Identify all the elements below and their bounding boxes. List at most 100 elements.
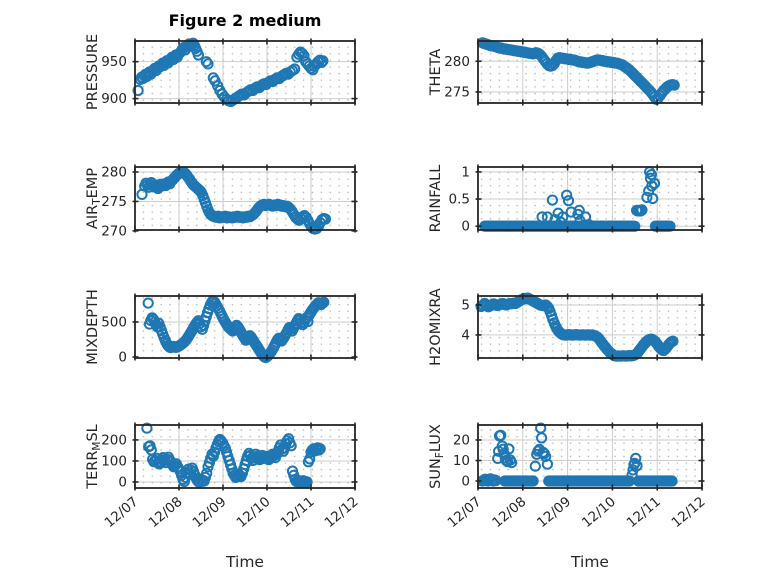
data-point: [527, 475, 539, 487]
y-axis-label-h2omixra: H2OMIXRA: [428, 288, 444, 366]
data-point: [648, 177, 661, 189]
scatter-series-air-temp: [136, 166, 332, 235]
data-point: [285, 440, 297, 452]
tick-marks: [475, 164, 705, 233]
y-axis-label-mixdepth: MIXDEPTH: [85, 289, 101, 365]
data-point: [630, 452, 642, 464]
y-tick-label: 275: [101, 194, 127, 210]
tick-marks: [132, 164, 358, 233]
y-tick-label: 0: [118, 474, 127, 490]
tick-marks: [475, 38, 705, 106]
tick-marks: [132, 38, 358, 106]
tick-marks: [475, 422, 705, 491]
axes-box: [477, 424, 703, 489]
y-tick-label: 200: [101, 432, 127, 448]
subplot-h2omixra: 4 5 H2OMIXRA: [428, 288, 705, 366]
subplot-sun-flux: 0 10 20 SUNFLUX 12/07 12/08 12/09 12/10 12/11 12/…: [428, 422, 709, 531]
data-point: [532, 445, 544, 457]
y-tick-label: 280: [444, 54, 470, 70]
data-point: [132, 84, 144, 97]
data-point: [646, 180, 658, 192]
data-point: [541, 458, 554, 470]
scatter-series-sun-flux: [476, 422, 678, 487]
y-axis-label-rainfall: RAINFALL: [428, 165, 444, 233]
y-tick-label: 0: [118, 350, 127, 366]
data-point: [641, 191, 653, 203]
y-tick-label: 275: [444, 84, 470, 100]
subplot-rainfall: 0 0.5 1 RAINFALL: [428, 164, 705, 235]
axes-box: [477, 40, 703, 104]
data-point: [202, 58, 214, 70]
axes-box: [477, 295, 703, 359]
x-tick-label: 12/07: [101, 494, 141, 531]
y-tick-label: 500: [101, 314, 127, 330]
scatter-series-terr-msl: [141, 422, 326, 488]
data-point: [314, 443, 326, 455]
y-tick-label: 0.5: [449, 192, 470, 208]
data-point: [631, 460, 643, 472]
axes-box: [134, 166, 356, 231]
data-point: [495, 429, 507, 441]
data-point: [561, 189, 573, 201]
y-axis-label-theta: THETA: [428, 49, 444, 97]
data-point: [562, 195, 575, 207]
data-point: [318, 296, 330, 308]
x-tick-label: 12/12: [668, 494, 708, 531]
x-tick-label: 12/11: [277, 494, 317, 531]
y-tick-label: 1: [461, 164, 470, 180]
x-tick-label: 12/11: [624, 494, 664, 531]
data-point: [529, 460, 541, 472]
data-point: [192, 49, 204, 61]
y-tick-label: 950: [101, 54, 127, 70]
data-point: [313, 444, 325, 456]
x-tick-label: 12/10: [579, 494, 619, 531]
data-point: [636, 204, 648, 216]
tick-marks: [132, 422, 358, 491]
data-point: [301, 476, 313, 488]
x-tick-label: 12/09: [534, 494, 574, 531]
data-point: [668, 79, 680, 91]
y-axis-label-terr-msl: TERRMSL: [85, 424, 103, 490]
y-tick-label: 100: [101, 453, 127, 469]
y-axis-label-air-temp: AIRTEMP: [85, 168, 103, 229]
scatter-series-mixdepth: [142, 295, 330, 364]
data-point: [315, 299, 327, 311]
y-tick-label: 0: [461, 219, 470, 235]
y-tick-label: 900: [101, 91, 127, 107]
y-tick-label: 10: [453, 453, 470, 469]
y-axis-label-sun-flux: SUNFLUX: [428, 424, 446, 489]
axes-box: [134, 295, 356, 359]
data-point: [540, 450, 552, 462]
figure-title: Figure 2 medium: [168, 11, 322, 30]
tick-marks: [132, 293, 358, 361]
data-point: [647, 192, 659, 205]
axes-box: [134, 424, 356, 489]
data-point: [536, 432, 548, 444]
x-tick-label: 12/08: [489, 494, 529, 531]
y-axis-label-pressure: PRESSURE: [85, 34, 101, 110]
data-point: [201, 467, 213, 479]
data-point: [316, 56, 328, 69]
x-tick-label: 12/12: [321, 494, 361, 531]
data-point: [500, 454, 512, 467]
data-point: [316, 297, 328, 309]
y-tick-label: 4: [461, 327, 470, 343]
data-point: [141, 422, 153, 434]
x-tick-label: 12/07: [444, 494, 484, 531]
data-point: [200, 56, 212, 68]
x-tick-label: 12/08: [145, 494, 185, 531]
y-tick-label: 0: [461, 474, 470, 490]
data-point: [503, 443, 515, 455]
data-point: [573, 204, 585, 216]
x-axis-label-right: Time: [571, 553, 609, 571]
data-point: [667, 335, 679, 347]
data-point: [546, 194, 559, 206]
scatter-series-theta: [476, 37, 680, 105]
data-point: [482, 475, 494, 487]
data-point: [289, 63, 301, 75]
tick-marks: [475, 293, 705, 361]
